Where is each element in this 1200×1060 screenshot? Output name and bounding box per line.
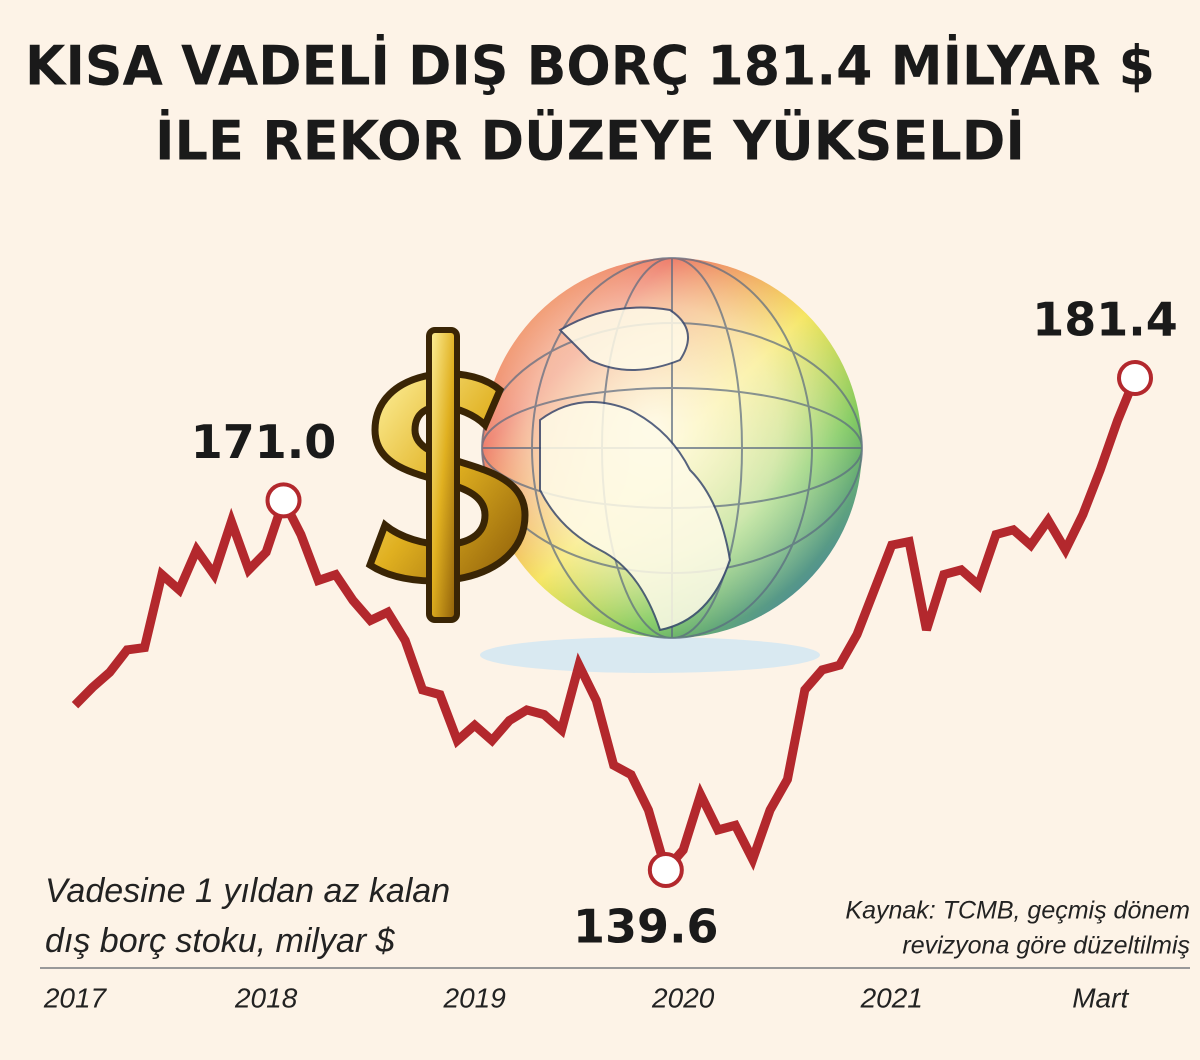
marker [647, 852, 684, 888]
value-label: 181.4 [1032, 293, 1178, 347]
source: revizyona göre düzeltilmiş [902, 932, 1190, 960]
value-label: 171.0 [191, 415, 337, 469]
subtitle: Vadesine 1 yıldan az kalan [45, 872, 450, 910]
x-tick-label: Mart [1072, 982, 1129, 1013]
illustration [364, 160, 863, 673]
chart-title: İLE REKOR DÜZEYE YÜKSELDİ [155, 110, 1025, 173]
subtitle: dış borç stoku, milyar $ [45, 922, 396, 960]
x-tick-label: 2017 [43, 982, 108, 1013]
chart-title: KISA VADELİ DIŞ BORÇ 181.4 MİLYAR $ [25, 35, 1155, 98]
x-tick-label: 2021 [860, 982, 923, 1013]
x-tick-label: 2018 [234, 982, 298, 1013]
x-tick-label: 2019 [443, 982, 506, 1013]
value-label: 139.6 [573, 900, 719, 954]
marker [265, 482, 302, 519]
x-tick-label: 2020 [651, 982, 715, 1013]
source: Kaynak: TCMB, geçmiş dönem [845, 897, 1190, 925]
line [71, 376, 1140, 880]
marker [1117, 360, 1153, 396]
plot: 2017 2018 2019 2020 2021 Mart 171.0 139.6 181.4 [43, 293, 1178, 1014]
